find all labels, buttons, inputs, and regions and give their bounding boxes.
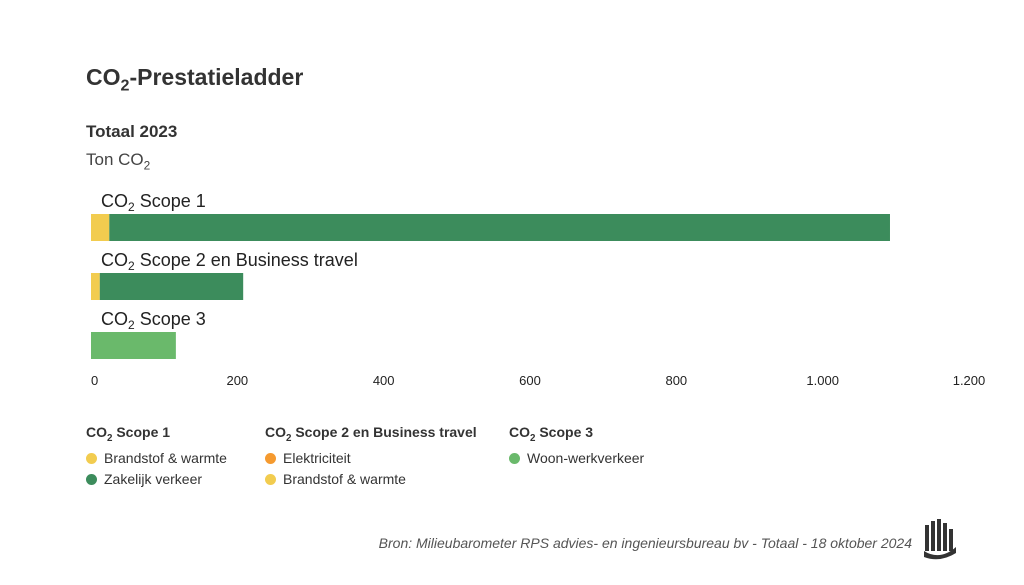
category-label: CO2 Scope 1	[101, 191, 206, 214]
x-tick-label: 600	[519, 373, 541, 388]
bar-segment	[91, 273, 100, 300]
page-title: CO2-Prestatieladder	[86, 64, 304, 95]
legend-group-scope-1: CO2 Scope 1 Brandstof & warmte Zakelijk …	[86, 424, 227, 490]
bar-chart: CO2 Scope 1 CO2 Scope 2 en Business trave…	[91, 191, 986, 388]
x-tick-label: 800	[665, 373, 687, 388]
chart-subtitle: Totaal 2023	[86, 122, 178, 141]
legend-dot-icon	[265, 452, 276, 464]
category-label: CO2 Scope 2 en Business travel	[101, 250, 358, 273]
source-note: Bron: Milieubarometer RPS advies- en ing…	[378, 535, 912, 551]
legend-dot-icon	[265, 473, 276, 485]
x-tick-label: 0	[91, 373, 98, 388]
legend-group-scope-2: CO2 Scope 2 en Business travel Elektrici…	[265, 424, 477, 490]
legend-title: CO2 Scope 2 en Business travel	[265, 424, 477, 444]
x-tick-label: 1.200	[953, 373, 986, 388]
x-tick-label: 1.000	[806, 373, 839, 388]
legend-dot-icon	[86, 473, 97, 485]
bar-segment	[91, 214, 110, 241]
chart-unit-label: Ton CO2	[86, 150, 151, 173]
x-tick-label: 400	[373, 373, 395, 388]
category-label: CO2 Scope 3	[101, 309, 206, 332]
legend-item: Brandstof & warmte	[86, 448, 227, 469]
legend-group-scope-3: CO2 Scope 3 Woon-werkverkeer	[509, 424, 644, 469]
bar-segment	[91, 332, 176, 359]
legend-title: CO2 Scope 1	[86, 424, 171, 444]
x-tick-label: 200	[226, 373, 248, 388]
legend-item: Brandstof & warmte	[265, 469, 477, 490]
legend-dot-icon	[509, 452, 520, 464]
legend-item: Zakelijk verkeer	[86, 469, 227, 490]
legend-dot-icon	[86, 452, 97, 464]
legend-title: CO2 Scope 3	[509, 424, 594, 444]
bar-segment	[99, 273, 244, 300]
bar-segment	[109, 214, 890, 241]
legend-item: Woon-werkverkeer	[509, 448, 644, 469]
legend-item: Elektriciteit	[265, 448, 477, 469]
milieubarometer-logo-icon	[924, 519, 956, 560]
